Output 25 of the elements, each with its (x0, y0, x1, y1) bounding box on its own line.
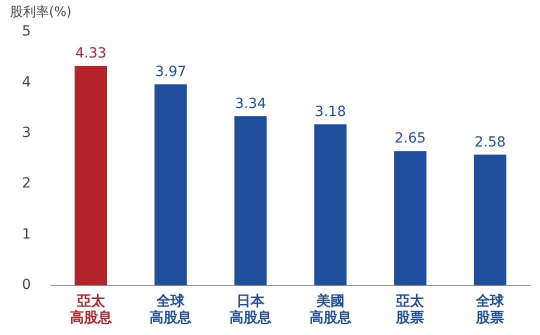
y-tick-label: 4 (22, 74, 31, 90)
y-tick-label: 3 (22, 125, 31, 141)
bar (394, 151, 426, 286)
y-tick-label: 0 (22, 277, 31, 294)
data-label: 3.18 (314, 104, 346, 120)
bar (314, 124, 347, 286)
x-tick-label: 美國高股息 (309, 292, 352, 326)
x-tick-label: 亞太高股息 (70, 293, 113, 326)
x-tick-label: 日本高股息 (230, 293, 273, 326)
y-axis-title: 股利率(%) (10, 4, 72, 20)
data-label: 4.33 (75, 46, 106, 62)
x-tick-label: 全球高股息 (150, 293, 193, 326)
y-tick-label: 5 (22, 24, 31, 40)
bar (74, 66, 107, 286)
data-label: 3.34 (234, 96, 266, 112)
y-tick-label: 1 (22, 226, 31, 242)
x-tick-label: 全球股票 (475, 293, 506, 326)
bar (154, 84, 187, 286)
data-label: 2.65 (394, 130, 426, 147)
data-label: 3.97 (155, 64, 186, 80)
data-label: 2.58 (474, 134, 506, 150)
y-tick-label: 2 (22, 176, 31, 192)
bar (474, 154, 506, 286)
bar (234, 116, 267, 286)
x-tick-label: 亞太股票 (395, 293, 426, 326)
